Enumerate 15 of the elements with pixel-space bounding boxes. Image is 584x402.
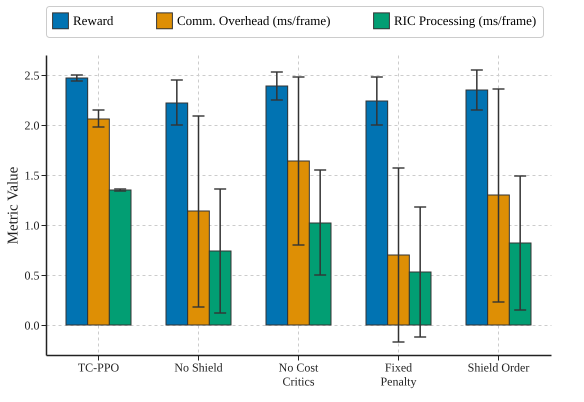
legend-label: Reward [73, 12, 114, 28]
x-tick-label: No Shield [174, 360, 223, 374]
y-tick-label: 1.5 [24, 168, 40, 182]
y-tick-label: 2.0 [24, 118, 40, 132]
y-tick-label: 2.5 [24, 68, 40, 82]
x-tick-label: Fixed Penalty [380, 360, 416, 388]
x-tick-label: Shield Order [468, 360, 530, 374]
x-tick-label: TC-PPO [78, 360, 120, 374]
legend-label: RIC Processing (ms/frame) [394, 12, 536, 28]
legend-label: Comm. Overhead (ms/frame) [177, 12, 330, 28]
x-tick-label: No Cost Critics [278, 360, 319, 388]
y-tick-label: 0.0 [24, 318, 40, 332]
y-tick-label: 0.5 [24, 268, 40, 282]
y-tick-label: 1.0 [24, 218, 40, 232]
y-axis-title: Metric Value [6, 166, 22, 244]
